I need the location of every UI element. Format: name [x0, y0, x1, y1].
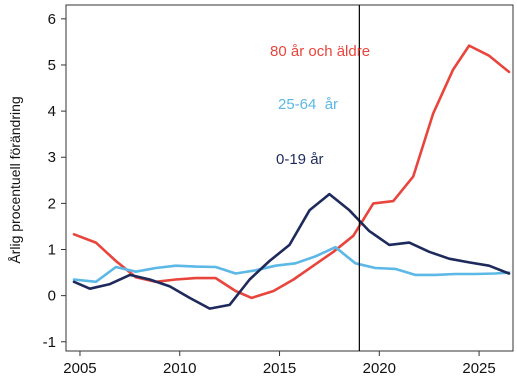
- x-tick-label: 2010: [163, 360, 196, 377]
- x-tick-label: 2020: [363, 360, 396, 377]
- plot-border: [65, 4, 514, 352]
- x-axis: 2005 2010 2015 2020 2025: [63, 351, 496, 377]
- x-tick-label: 2005: [63, 360, 96, 377]
- y-tick-label: 5: [48, 57, 56, 74]
- y-axis: -1 0 1 2 3 4 5 6: [43, 11, 66, 351]
- series-lines: [72, 44, 511, 310]
- y-axis-label: Årlig procentuell förändring: [7, 96, 23, 263]
- series-label-0: 80 år och äldre: [270, 43, 370, 60]
- y-tick-label: 1: [48, 242, 56, 259]
- y-tick-label: -1: [43, 334, 56, 351]
- x-tick-label: 2025: [462, 360, 495, 377]
- y-tick-label: 2: [48, 195, 56, 212]
- series-label-2: 0-19 år: [276, 151, 324, 168]
- series-line-0: [72, 44, 511, 300]
- series-line-2: [72, 192, 511, 310]
- x-tick-label: 2015: [263, 360, 296, 377]
- y-tick-label: 0: [48, 288, 56, 305]
- series-line-1: [72, 245, 511, 284]
- series-labels: 80 år och äldre 25-64 år 0-19 år: [270, 43, 370, 168]
- series-label-1: 25-64 år: [278, 96, 338, 113]
- y-tick-label: 6: [48, 11, 56, 28]
- plot-frame: [65, 4, 514, 352]
- y-tick-label: 3: [48, 149, 56, 166]
- y-tick-label: 4: [48, 103, 56, 120]
